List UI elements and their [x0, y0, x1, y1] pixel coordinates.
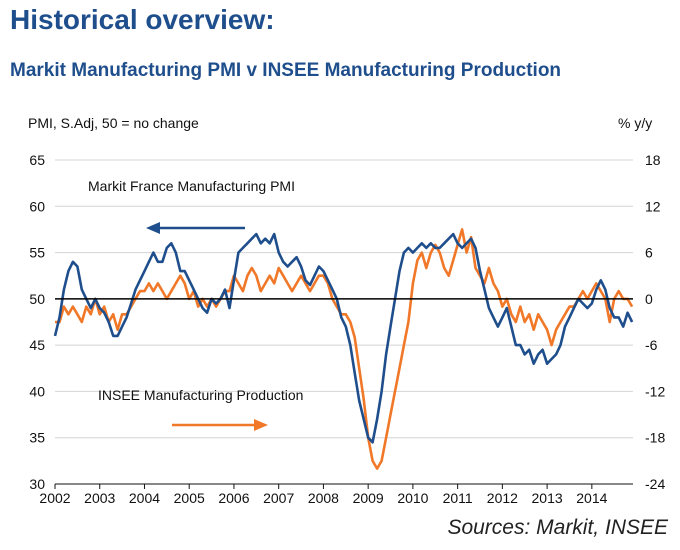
left-tick-label: 30: [29, 476, 45, 492]
source-note: Sources: Markit, INSEE: [447, 516, 668, 539]
left-tick-label: 45: [29, 337, 45, 353]
page-title: Historical overview:: [10, 4, 275, 35]
right-axis-ticks: -24 -18 -12 -6 0 6 12 18: [645, 152, 665, 492]
left-tick-label: 65: [29, 152, 45, 168]
left-axis-ticks: 30 35 40 45 50 55 60 65: [29, 152, 45, 492]
left-tick-label: 55: [29, 245, 45, 261]
series-lines: [53, 228, 634, 470]
x-tick-label: 2008: [308, 490, 339, 506]
right-tick-label: 0: [645, 291, 653, 307]
x-axis-ticks: 2002 2003 2004 2005 2006 2007 2008 2009 2010 2011…: [39, 483, 633, 506]
right-tick-label: 6: [645, 245, 653, 261]
x-tick-label: 2006: [218, 490, 249, 506]
x-tick-label: 2012: [487, 490, 518, 506]
right-tick-label: -12: [645, 383, 665, 399]
left-tick-label: 60: [29, 198, 45, 214]
x-tick-label: 2004: [129, 490, 160, 506]
right-tick-label: -6: [645, 337, 658, 353]
right-tick-label: 18: [645, 152, 661, 168]
left-axis-label: PMI, S.Adj, 50 = no change: [28, 115, 199, 131]
pmi-annotation-label: Markit France Manufacturing PMI: [88, 178, 295, 194]
chart-subtitle: Markit Manufacturing PMI v INSEE Manufac…: [10, 60, 562, 81]
left-tick-label: 35: [29, 430, 45, 446]
production-series-line: [55, 228, 634, 470]
x-tick-label: 2002: [39, 490, 70, 506]
left-tick-label: 40: [29, 383, 45, 399]
x-tick-label: 2011: [443, 490, 473, 506]
right-axis-label: % y/y: [618, 115, 652, 131]
x-tick-label: 2003: [84, 490, 115, 506]
pmi-annotation-arrow: [146, 222, 245, 234]
x-tick-label: 2005: [174, 490, 205, 506]
pmi-series-line: [53, 232, 634, 444]
production-annotation-arrow: [172, 419, 268, 431]
x-tick-label: 2007: [263, 490, 294, 506]
left-tick-label: 50: [29, 291, 45, 307]
x-tick-label: 2009: [353, 490, 384, 506]
production-annotation-label: INSEE Manufacturing Production: [98, 387, 303, 403]
gridlines: [55, 159, 633, 439]
x-tick-label: 2010: [397, 490, 428, 506]
right-tick-label: -24: [645, 476, 665, 492]
x-tick-label: 2014: [576, 490, 607, 506]
x-tick-label: 2013: [532, 490, 563, 506]
right-tick-label: -18: [645, 430, 665, 446]
right-tick-label: 12: [645, 198, 661, 214]
